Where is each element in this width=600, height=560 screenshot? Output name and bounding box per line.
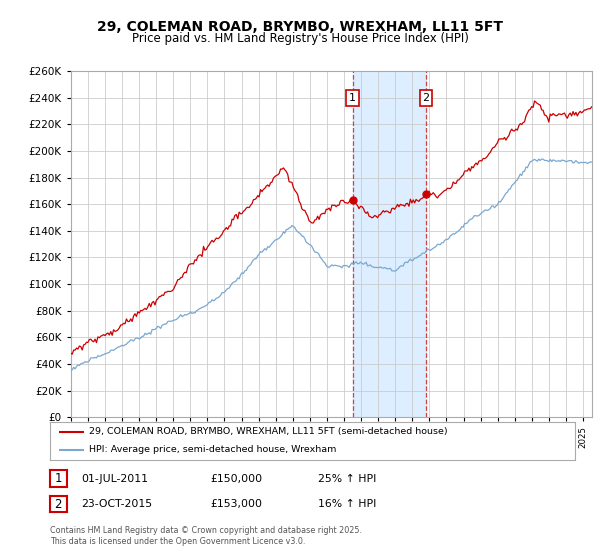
Text: £153,000: £153,000 xyxy=(210,499,262,509)
Text: 2: 2 xyxy=(422,93,430,102)
Text: 01-JUL-2011: 01-JUL-2011 xyxy=(81,474,148,484)
Text: 1: 1 xyxy=(55,472,62,486)
Text: 23-OCT-2015: 23-OCT-2015 xyxy=(81,499,152,509)
Text: 25% ↑ HPI: 25% ↑ HPI xyxy=(318,474,376,484)
Text: 29, COLEMAN ROAD, BRYMBO, WREXHAM, LL11 5FT (semi-detached house): 29, COLEMAN ROAD, BRYMBO, WREXHAM, LL11 … xyxy=(89,427,448,436)
Text: 2: 2 xyxy=(55,497,62,511)
Text: 29, COLEMAN ROAD, BRYMBO, WREXHAM, LL11 5FT: 29, COLEMAN ROAD, BRYMBO, WREXHAM, LL11 … xyxy=(97,20,503,34)
Bar xyxy=(353,71,426,417)
Text: £150,000: £150,000 xyxy=(210,474,262,484)
Text: 1: 1 xyxy=(349,93,356,102)
Text: 16% ↑ HPI: 16% ↑ HPI xyxy=(318,499,376,509)
Text: Contains HM Land Registry data © Crown copyright and database right 2025.
This d: Contains HM Land Registry data © Crown c… xyxy=(50,526,362,546)
Text: HPI: Average price, semi-detached house, Wrexham: HPI: Average price, semi-detached house,… xyxy=(89,445,337,454)
Text: Price paid vs. HM Land Registry's House Price Index (HPI): Price paid vs. HM Land Registry's House … xyxy=(131,32,469,45)
